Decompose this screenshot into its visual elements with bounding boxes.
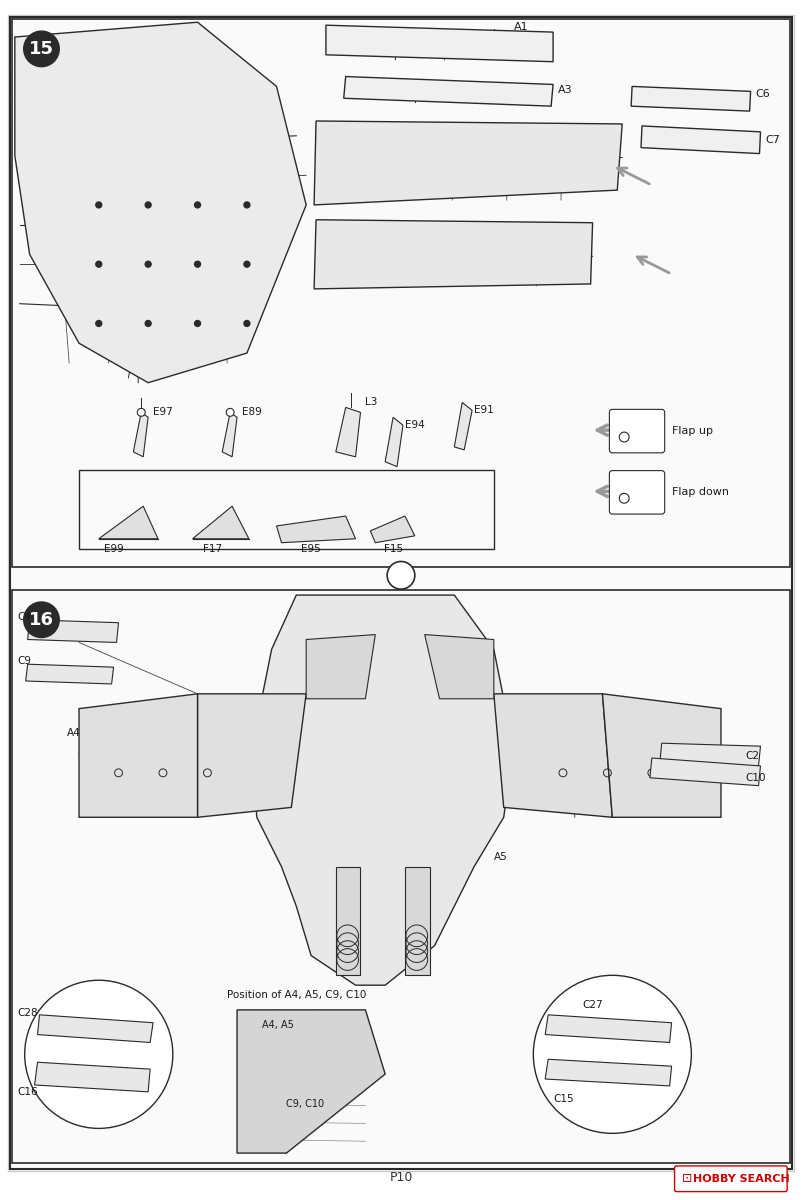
Polygon shape [314,220,592,289]
Polygon shape [424,635,493,698]
Circle shape [226,408,234,416]
Text: ⊡: ⊡ [680,1172,691,1186]
Text: C28: C28 [18,1008,38,1018]
Text: C10: C10 [744,773,766,782]
Text: E95: E95 [301,544,320,553]
Text: C27: C27 [582,1000,603,1010]
Circle shape [533,976,690,1133]
Polygon shape [197,694,306,817]
Text: E89: E89 [242,407,261,418]
Circle shape [96,320,101,326]
Polygon shape [15,23,306,383]
Polygon shape [659,743,760,766]
Polygon shape [454,402,471,450]
Text: A3: A3 [557,85,572,95]
Text: C6: C6 [754,89,770,100]
Circle shape [96,202,101,208]
Circle shape [195,320,200,326]
Polygon shape [237,1010,384,1153]
FancyBboxPatch shape [608,409,664,452]
Circle shape [619,432,629,442]
Polygon shape [28,619,118,642]
Text: Flap down: Flap down [671,487,727,497]
Polygon shape [649,758,760,786]
Circle shape [619,493,629,503]
Text: A4: A4 [67,728,81,738]
Polygon shape [251,595,513,985]
Polygon shape [133,413,148,457]
Polygon shape [544,1015,671,1043]
Polygon shape [405,866,429,976]
Circle shape [24,31,59,67]
Circle shape [24,602,59,637]
Text: A1: A1 [513,22,528,32]
Text: L3: L3 [365,397,377,408]
Polygon shape [26,664,114,684]
Polygon shape [35,1062,150,1092]
Text: C15: C15 [552,1093,573,1104]
Circle shape [243,320,250,326]
Text: C4: C4 [18,612,32,622]
Circle shape [387,562,414,589]
Text: E94: E94 [405,420,424,430]
Text: F15: F15 [383,544,402,553]
Text: P10: P10 [388,1171,412,1184]
Bar [12,19,789,568]
Text: E99: E99 [104,544,123,553]
Polygon shape [493,694,611,817]
Text: Flap up: Flap up [671,426,712,436]
Circle shape [243,262,250,268]
Circle shape [195,202,200,208]
Circle shape [96,262,101,268]
Polygon shape [343,77,552,106]
Polygon shape [336,408,360,457]
Text: C9, C10: C9, C10 [286,1099,324,1109]
Circle shape [145,262,151,268]
Text: E97: E97 [153,407,173,418]
FancyBboxPatch shape [608,470,664,514]
Text: F17: F17 [203,544,221,553]
Text: E91: E91 [474,406,493,415]
Text: C2: C2 [744,751,759,761]
Polygon shape [314,121,621,205]
Polygon shape [37,1015,153,1043]
Polygon shape [336,866,360,976]
Circle shape [145,202,151,208]
Text: A5: A5 [493,852,507,862]
Polygon shape [192,506,249,539]
Text: HOBBY SEARCH: HOBBY SEARCH [693,1174,789,1183]
Bar [79,469,493,548]
Polygon shape [640,126,760,154]
Circle shape [195,262,200,268]
Polygon shape [277,516,355,542]
Text: Position of A4, A5, C9, C10: Position of A4, A5, C9, C10 [227,990,366,1000]
Polygon shape [99,506,158,539]
Text: C16: C16 [18,1087,38,1097]
Polygon shape [384,418,402,467]
Text: 16: 16 [29,611,54,629]
Text: A4, A5: A4, A5 [261,1020,294,1030]
Polygon shape [630,86,749,112]
Polygon shape [325,25,552,61]
Text: C7: C7 [765,134,779,145]
Circle shape [137,408,145,416]
Bar [12,590,789,1163]
Circle shape [24,980,173,1128]
Text: 15: 15 [29,40,54,58]
Circle shape [145,320,151,326]
Circle shape [243,202,250,208]
Polygon shape [602,694,720,817]
Polygon shape [306,635,375,698]
Polygon shape [544,1060,671,1086]
Polygon shape [79,694,197,817]
Polygon shape [222,413,237,457]
FancyBboxPatch shape [674,1166,786,1192]
Text: C9: C9 [18,656,32,666]
Polygon shape [370,516,414,542]
